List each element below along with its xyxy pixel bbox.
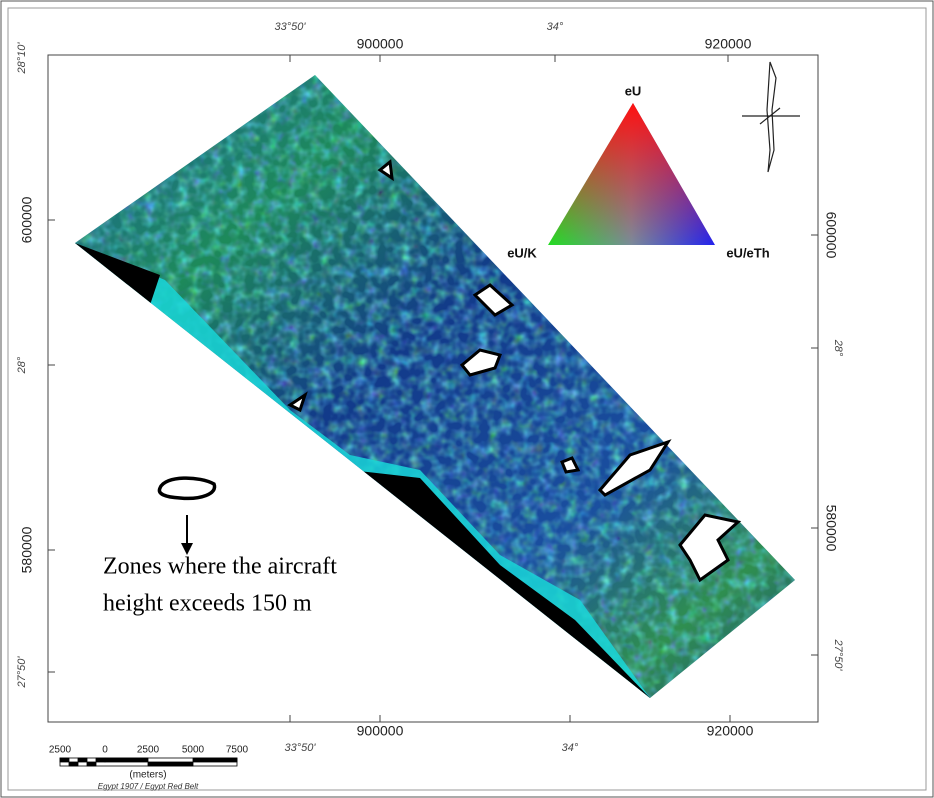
right-label: 600000 — [823, 212, 839, 259]
left-label: 580000 — [19, 526, 35, 573]
left-label: 600000 — [19, 196, 35, 243]
ternary-left: eU/K — [507, 245, 537, 260]
ternary-right: eU/eTh — [726, 245, 769, 260]
right-label: 580000 — [823, 505, 839, 552]
scale-bar-part — [148, 762, 193, 766]
bottom-label: 34° — [562, 742, 579, 754]
scale-bar-part — [96, 758, 105, 762]
page: body { margin: 0; background: #fff; font… — [0, 0, 934, 798]
scale-bar-part — [60, 758, 69, 762]
top-label: 34° — [547, 21, 564, 33]
left-label: 28° — [16, 356, 28, 374]
scale-label: 0 — [102, 745, 108, 756]
scale-bar-part — [105, 758, 148, 762]
bottom-label: 900000 — [357, 723, 404, 739]
left-label: 28°10' — [16, 42, 28, 75]
legend-line: Zones where the aircraft — [103, 554, 337, 580]
map-figure: 33°50' 900000 34° 920000 28°10' 600000 2… — [0, 0, 934, 798]
scale-bar — [60, 758, 237, 766]
left-label: 27°50' — [16, 656, 28, 689]
scale-bar-part — [87, 762, 96, 766]
scale-label: 5000 — [182, 745, 205, 756]
scale-label: 2500 — [137, 745, 160, 756]
ternary-top: eU — [625, 83, 642, 98]
right-label: 28° — [832, 339, 844, 357]
top-label: 33°50' — [275, 21, 307, 33]
scale-bar-part — [193, 758, 237, 762]
bottom-label: 33°50' — [285, 742, 317, 754]
scale-label: 2500 — [49, 745, 72, 756]
scale-bar-part — [69, 762, 78, 766]
top-label: 920000 — [705, 36, 752, 52]
legend-line: height exceeds 150 m — [103, 591, 312, 617]
scale-unit: (meters) — [129, 770, 166, 781]
top-label: 900000 — [357, 36, 404, 52]
bottom-label: 920000 — [707, 723, 754, 739]
scale-bar-part — [78, 758, 87, 762]
scale-datum: Egypt 1907 / Egypt Red Belt — [98, 782, 199, 791]
body: {"map": { "top_labels": ["33°50'", "9000… — [0, 0, 934, 798]
scale-label: 7500 — [226, 745, 249, 756]
right-label: 27°50' — [832, 639, 844, 672]
